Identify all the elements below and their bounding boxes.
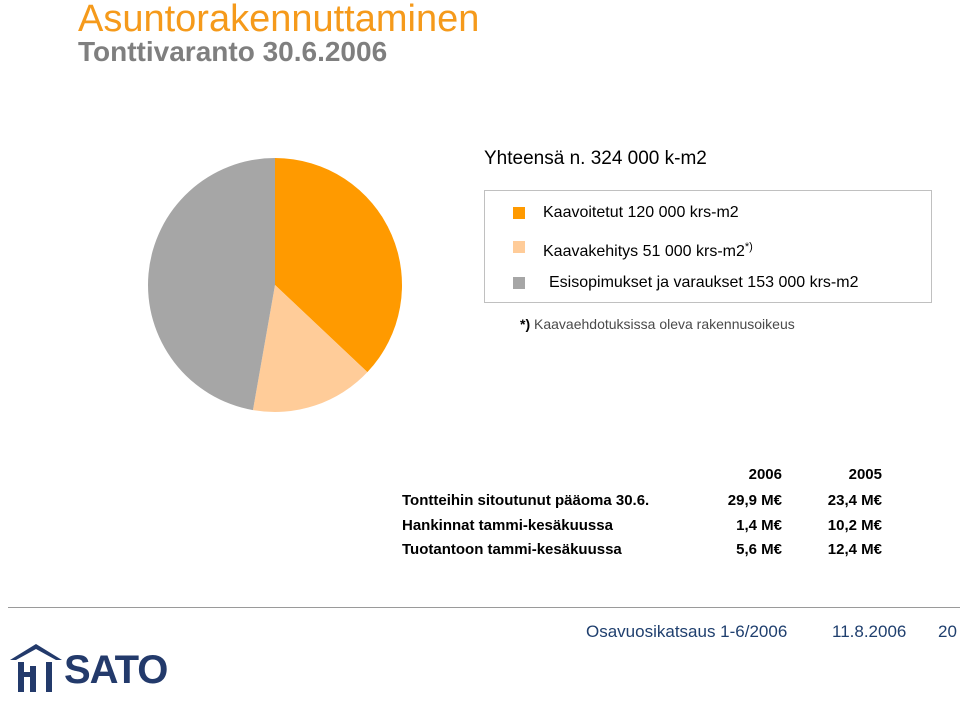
- footnote-text: Kaavaehdotuksissa oleva rakennusoikeus: [534, 316, 795, 332]
- total-area: Yhteensä n. 324 000 k-m2: [484, 148, 707, 169]
- footnote-marker: *): [744, 241, 753, 253]
- pie-slice-1: [252, 285, 368, 412]
- pie-slice-2: [148, 158, 275, 411]
- fin-value-2006: 29,9 M€: [727, 492, 782, 509]
- fin-value-2006: 5,6 M€: [736, 541, 782, 558]
- fin-value-2005: 12,4 M€: [827, 541, 882, 558]
- page-title: Asuntorakennuttaminen: [78, 0, 480, 40]
- legend-label-kaavakehitys: Kaavakehitys 51 000 krs-m2: [543, 243, 745, 260]
- fin-row-label: Tontteihin sitoutunut pääoma 30.6.: [402, 492, 650, 509]
- fin-row-label: Hankinnat tammi-kesäkuussa: [402, 517, 613, 534]
- pie-chart: [148, 158, 402, 412]
- footer-date: 11.8.2006: [832, 622, 907, 641]
- footnote: *) Kaavaehdotuksissa oleva rakennusoikeu…: [520, 316, 795, 332]
- footer-document: Osavuosikatsaus 1-6/2006: [586, 622, 788, 641]
- fin-value-2005: 23,4 M€: [827, 492, 882, 509]
- fin-value-2006: 1,4 M€: [736, 517, 782, 534]
- fin-header-2006: 2006: [748, 466, 782, 483]
- sato-logo-icon: [10, 644, 62, 692]
- legend-label-kaavoitetut: Kaavoitetut 120 000 krs-m2: [543, 204, 739, 221]
- fin-value-2005: 10,2 M€: [827, 517, 882, 534]
- page-subtitle: Tonttivaranto 30.6.2006: [78, 36, 388, 67]
- chart-legend: Kaavoitetut 120 000 krs-m2 Kaavakehitys …: [484, 190, 932, 303]
- sato-logo-text: SATO: [64, 648, 168, 692]
- legend-label-esisopimukset: Esisopimukset ja varaukset 153 000 krs-m…: [549, 274, 859, 291]
- legend-swatch-kaavakehitys: [513, 241, 525, 253]
- fin-header-2005: 2005: [848, 466, 882, 483]
- page-number: 20: [938, 622, 957, 641]
- legend-swatch-kaavoitetut: [513, 207, 525, 219]
- footnote-note-marker: *): [520, 316, 531, 332]
- pie-slice-0: [275, 158, 402, 373]
- fin-row-label: Tuotantoon tammi-kesäkuussa: [402, 541, 622, 558]
- footer-divider: [8, 607, 960, 608]
- legend-swatch-esisopimukset: [513, 277, 525, 289]
